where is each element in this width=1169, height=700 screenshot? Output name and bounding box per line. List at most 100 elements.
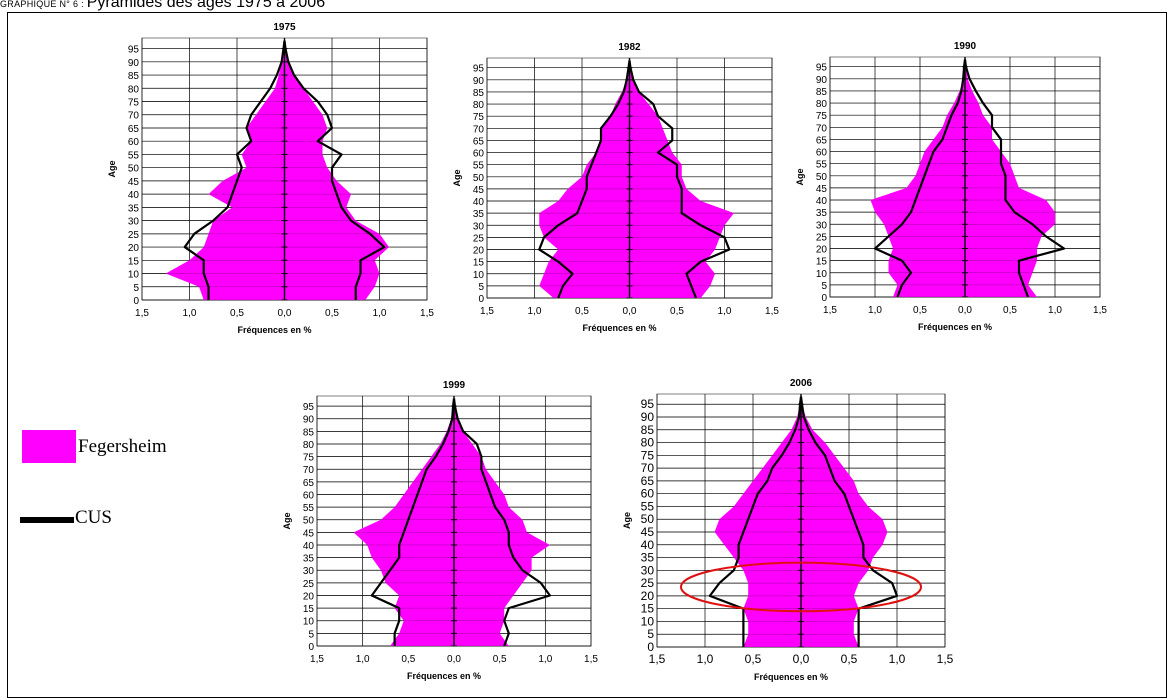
chart-1982-ytick-label: 65 — [473, 136, 485, 147]
chart-2006-ytick-label: 45 — [641, 525, 655, 539]
chart-1999-ytick-label: 65 — [303, 478, 315, 489]
chart-2006-ytick-label: 10 — [641, 614, 655, 628]
chart-1982-xtick-label: 1,5 — [480, 306, 494, 317]
chart-1982-ytick-label: 95 — [473, 64, 485, 75]
chart-1990-ylabel: Age — [795, 168, 805, 185]
chart-1990-xtick-label: 1,5 — [823, 305, 837, 316]
figure-frame — [7, 12, 1167, 698]
chart-1990-ytick-label: 5 — [821, 281, 827, 292]
chart-1975-ytick-label: 75 — [128, 98, 140, 109]
chart-1975-xtick-label: 1,0 — [183, 308, 197, 319]
chart-1975-series-cus-left — [183, 40, 286, 300]
chart-1982-xtick-label: 0,0 — [623, 306, 637, 317]
chart-2006-ylabel: Age — [622, 512, 632, 529]
chart-1990-ytick-label: 15 — [816, 257, 828, 268]
chart-1982-ytick-label: 5 — [478, 282, 484, 293]
chart-1975-xtick-label: 0,5 — [325, 308, 339, 319]
chart-1999-xtick-label: 0,5 — [493, 654, 507, 665]
chart-1982-ytick-label: 90 — [473, 76, 485, 87]
chart-1990-xtick-label: 0,5 — [1003, 305, 1017, 316]
chart-1990-ytick-label: 50 — [816, 172, 828, 183]
chart-1990-xtick-label: 1,0 — [868, 305, 882, 316]
chart-1975-ytick-label: 45 — [128, 177, 140, 188]
chart-1982-xtick-label: 0,5 — [670, 306, 684, 317]
chart-1975-ytick-label: 95 — [128, 45, 140, 56]
legend-label-fegersheim: Fegersheim — [78, 436, 167, 457]
chart-2006-ytick-label: 80 — [641, 436, 655, 450]
chart-1982-series-cus-left — [538, 60, 631, 299]
chart-1990-xtick-label: 0,0 — [958, 305, 972, 316]
chart-1982-ytick-label: 50 — [473, 173, 485, 184]
chart-1982-ytick-label: 10 — [473, 270, 485, 281]
chart-1975-ytick-label: 35 — [128, 203, 140, 214]
chart-2006-ytick-label: 70 — [641, 461, 655, 475]
chart-1975-ytick-label: 65 — [128, 124, 140, 135]
chart-1990-series-cus-left — [873, 59, 967, 298]
chart-1975-ytick-label: 15 — [128, 256, 140, 267]
legend-swatch-fegersheim — [22, 430, 76, 463]
chart-1990-ytick-label: 90 — [816, 75, 828, 86]
chart-1990-series-fegersheim — [870, 59, 1055, 298]
chart-1990-ytick-label: 65 — [816, 135, 828, 146]
chart-1982-ytick-label: 0 — [478, 294, 484, 305]
chart-1990-ytick-label: 30 — [816, 220, 828, 231]
chart-2006-ytick-label: 65 — [641, 474, 655, 488]
chart-1975-ytick-label: 50 — [128, 164, 140, 175]
chart-1982-ytick-label: 30 — [473, 221, 485, 232]
chart-2006-ytick-label: 35 — [641, 551, 655, 565]
chart-1982-title: 1982 — [618, 42, 641, 53]
figure-number: GRAPHIQUE N° 6 : — [0, 0, 87, 9]
chart-2006-xtick-label: 1,5 — [937, 652, 954, 666]
chart-1999-ytick-label: 25 — [303, 579, 315, 590]
chart-1999-xtick-label: 1,5 — [584, 654, 598, 665]
chart-1982-ytick-label: 85 — [473, 88, 485, 99]
chart-1975-xtick-label: 1,0 — [373, 308, 387, 319]
chart-2006-ytick-label: 95 — [641, 397, 655, 411]
chart-1990-ytick-label: 25 — [816, 232, 828, 243]
chart-1999-ytick-label: 60 — [303, 490, 315, 501]
chart-1990-ytick-label: 60 — [816, 148, 828, 159]
chart-1982-ytick-label: 75 — [473, 112, 485, 123]
chart-2006-ytick-label: 30 — [641, 563, 655, 577]
chart-1999-xtick-label: 0,0 — [447, 654, 461, 665]
chart-1975-ytick-label: 25 — [128, 230, 140, 241]
chart-1975-series-cus-right — [283, 40, 386, 300]
chart-1990-xlabel: Fréquences en % — [918, 322, 992, 332]
chart-1982-xtick-label: 1,0 — [718, 306, 732, 317]
chart-1999-ytick-label: 30 — [303, 566, 315, 577]
chart-2006-highlight-ellipse — [680, 561, 922, 613]
chart-1990-ytick-label: 80 — [816, 99, 828, 110]
chart-1982-ytick-label: 55 — [473, 161, 485, 172]
chart-1999-xtick-label: 1,5 — [310, 654, 324, 665]
chart-1999-title: 1999 — [443, 380, 466, 391]
chart-1999-xtick-label: 0,5 — [401, 654, 415, 665]
chart-1990-ytick-label: 55 — [816, 160, 828, 171]
chart-1999-ytick-label: 45 — [303, 528, 315, 539]
chart-2006-ytick-label: 20 — [641, 589, 655, 603]
chart-1982-ytick-label: 40 — [473, 197, 485, 208]
chart-2006-ytick-label: 40 — [641, 538, 655, 552]
chart-1975-ylabel: Age — [107, 160, 117, 177]
chart-1975-ytick-label: 70 — [128, 111, 140, 122]
chart-1999-ytick-label: 20 — [303, 591, 315, 602]
chart-1975-ytick-label: 80 — [128, 84, 140, 95]
legend-line-cus — [20, 517, 74, 523]
chart-2006-xtick-label: 1,0 — [697, 652, 714, 666]
chart-2006-xtick-label: 0,0 — [793, 652, 810, 666]
chart-1982-ytick-label: 80 — [473, 100, 485, 111]
chart-1975-ytick-label: 90 — [128, 58, 140, 69]
chart-1975-ytick-label: 5 — [133, 283, 139, 294]
chart-2006-xtick-label: 1,5 — [649, 652, 666, 666]
chart-2006-ytick-label: 90 — [641, 410, 655, 424]
chart-1990-xtick-label: 1,5 — [1093, 305, 1107, 316]
chart-1982-xtick-label: 0,5 — [575, 306, 589, 317]
chart-1982-ytick-label: 25 — [473, 233, 485, 244]
chart-1999-ytick-label: 15 — [303, 604, 315, 615]
chart-1990-ytick-label: 40 — [816, 196, 828, 207]
chart-1975-ytick-label: 60 — [128, 137, 140, 148]
